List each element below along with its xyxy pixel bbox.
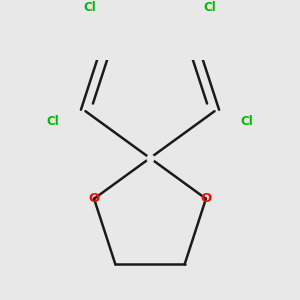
Text: Cl: Cl <box>47 115 59 128</box>
Text: O: O <box>200 192 211 205</box>
Text: Cl: Cl <box>203 1 216 14</box>
Text: Cl: Cl <box>84 1 97 14</box>
Text: Cl: Cl <box>241 115 253 128</box>
Text: O: O <box>88 192 100 205</box>
